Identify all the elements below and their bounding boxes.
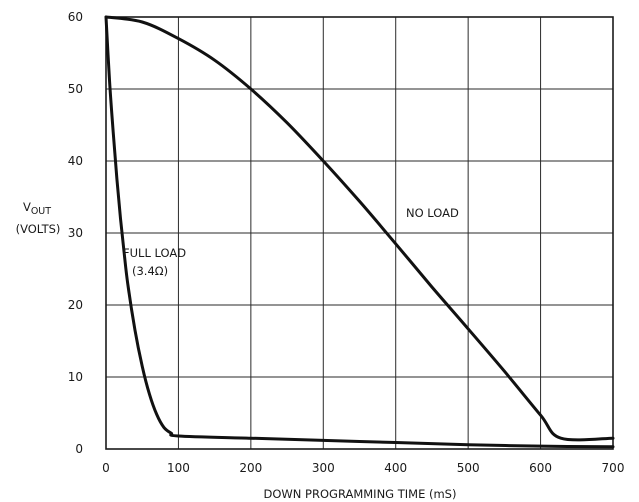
series-label-full-load-resistance: (3.4Ω) [132,264,168,278]
y-tick-label: 60 [68,10,83,24]
x-axis-label: DOWN PROGRAMMING TIME (mS) [264,487,457,501]
series-line-full-load [104,15,615,449]
tick-labels: 0 100 200 300 400 500 600 700 0 10 20 30 40 50 60 [68,10,625,475]
y-tick-label: 30 [68,226,83,240]
series-line-no-load [104,15,615,442]
series-label-full-load: FULL LOAD [123,246,186,260]
y-tick-label: 20 [68,298,83,312]
y-axis-label-subscript: OUT [31,206,51,217]
x-tick-label: 100 [167,461,190,475]
y-axis-label-main: V [23,200,31,214]
y-tick-label: 50 [68,82,83,96]
grid [106,17,613,449]
plot-frame [105,16,614,450]
x-tick-label: 300 [312,461,335,475]
x-tick-label: 400 [384,461,407,475]
x-tick-label: 200 [239,461,262,475]
svg-text:VOUT: VOUT [23,200,51,217]
x-tick-label: 700 [602,461,625,475]
y-axis-label: VOUT (VOLTS) [16,200,61,236]
x-tick-label: 600 [529,461,552,475]
y-axis-label-unit: (VOLTS) [16,222,61,236]
series-lines [104,15,615,449]
y-tick-label: 40 [68,154,83,168]
y-tick-label: 0 [75,442,83,456]
series-label-no-load: NO LOAD [406,206,459,220]
x-tick-label: 500 [457,461,480,475]
x-tick-label: 0 [102,461,110,475]
y-tick-label: 10 [68,370,83,384]
